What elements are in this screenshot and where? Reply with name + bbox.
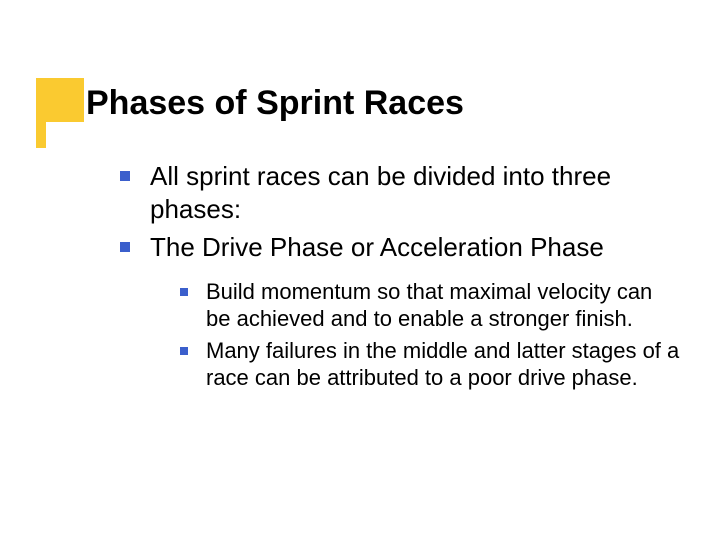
sublist: Build momentum so that maximal velocity …: [180, 278, 680, 392]
list-item-text: Build momentum so that maximal velocity …: [206, 278, 680, 333]
title-accent-tail: [36, 122, 46, 148]
list-item: The Drive Phase or Acceleration Phase Bu…: [120, 231, 680, 392]
bullet-icon: [120, 242, 130, 252]
list-item-text: Many failures in the middle and latter s…: [206, 337, 680, 392]
slide-title: Phases of Sprint Races: [86, 84, 464, 123]
list-item: Build momentum so that maximal velocity …: [180, 278, 680, 333]
list-item: Many failures in the middle and latter s…: [180, 337, 680, 392]
slide-content: All sprint races can be divided into thr…: [120, 160, 680, 398]
bullet-icon: [180, 288, 188, 296]
bullet-icon: [120, 171, 130, 181]
bullet-icon: [180, 347, 188, 355]
title-accent-block: [36, 78, 84, 122]
list-item: All sprint races can be divided into thr…: [120, 160, 680, 225]
list-item-text: All sprint races can be divided into thr…: [150, 160, 680, 225]
list-item-text: The Drive Phase or Acceleration Phase: [150, 231, 604, 264]
